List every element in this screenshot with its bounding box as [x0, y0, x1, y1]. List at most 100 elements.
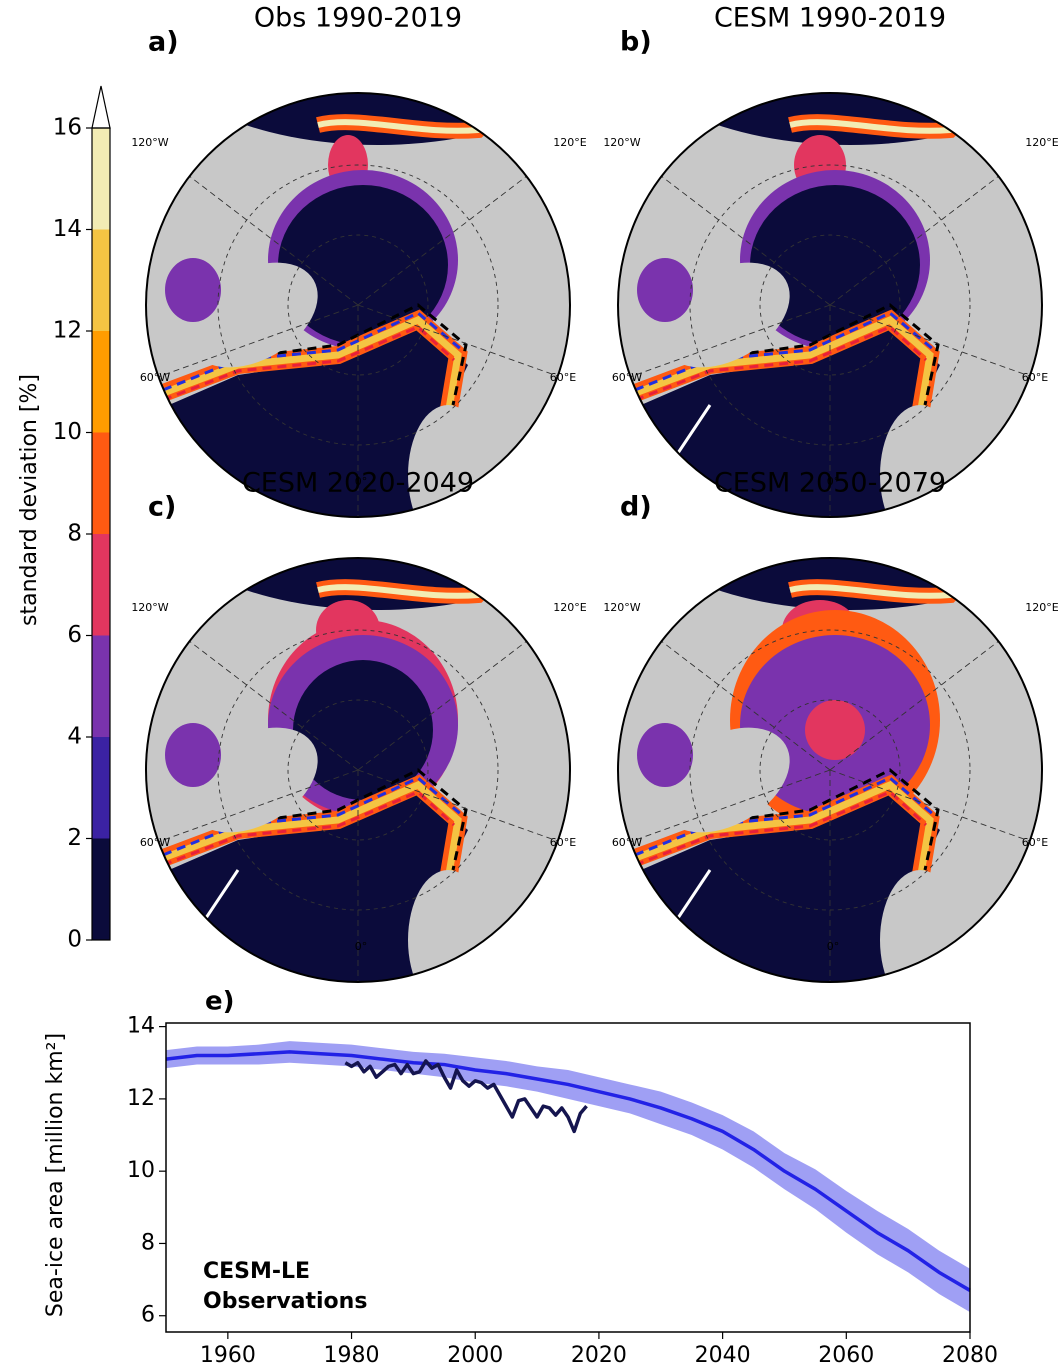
contour-blue	[634, 311, 935, 392]
x-tick-label: 1980	[324, 1343, 380, 1367]
map-title: CESM 2050-2079	[714, 468, 946, 499]
polar-map: Obs 1990-2019 a) 120°W 120°E 60°W 60°E 0°	[131, 3, 587, 518]
map-border	[617, 557, 1043, 983]
polar-map: CESM 1990-2019 b) 120°W 120°E 60°W 60°E 0°	[603, 3, 1059, 518]
longitude-label: 60°W	[140, 371, 170, 384]
y-tick-label: 8	[141, 1230, 155, 1255]
colorbar-band	[92, 128, 110, 230]
contour-red	[162, 325, 456, 402]
x-tick-label: 1960	[200, 1343, 256, 1367]
map-body	[146, 93, 570, 517]
sea-ice-edge	[156, 315, 462, 416]
map-body	[146, 558, 570, 982]
longitude-label: 120°W	[603, 136, 640, 149]
longitude-label: 60°E	[1022, 371, 1048, 384]
contour-black	[247, 768, 468, 871]
longitude-label: 120°W	[131, 136, 168, 149]
ocean	[293, 660, 433, 800]
land	[880, 870, 960, 982]
longitude-label: 60°W	[612, 836, 642, 849]
colorbar-band	[92, 737, 110, 839]
longitude-label: 120°W	[603, 601, 640, 614]
longitude-label: 60°W	[612, 371, 642, 384]
x-tick-label: 2000	[447, 1343, 503, 1367]
colorbar-tick-label: 6	[67, 622, 82, 648]
panel-label: b)	[620, 27, 652, 58]
series-line	[344, 1059, 588, 1134]
polar-map: CESM 2050-2079 d) 120°W 120°E 60°W 60°E 0°	[603, 468, 1059, 983]
contour-red	[634, 325, 928, 402]
y-tick-label: 12	[127, 1086, 155, 1111]
colorbar-tick-label: 0	[67, 927, 82, 953]
graticule	[287, 699, 429, 841]
longitude-label: 120°E	[553, 601, 586, 614]
colorbar-tick-label: 4	[67, 724, 82, 750]
colorbar-band	[92, 432, 110, 534]
colorbar-tick-label: 10	[53, 419, 82, 445]
longitude-label: 120°W	[131, 601, 168, 614]
colorbar-tick-label: 8	[67, 521, 82, 547]
colorbar-label: standard deviation [%]	[17, 374, 42, 626]
longitude-label: 60°E	[550, 371, 576, 384]
x-tick-label: 2080	[942, 1343, 998, 1367]
longitude-label: 0°	[355, 940, 368, 953]
colorbar-tick-label: 16	[53, 115, 82, 141]
legend-label: CESM-LE	[203, 1259, 310, 1284]
sea-ice-edge	[628, 780, 934, 881]
spread-band	[166, 1041, 970, 1313]
ocean	[618, 325, 940, 517]
colorbar-tick-label: 14	[53, 216, 82, 242]
map-border	[145, 92, 571, 518]
ocean	[618, 790, 940, 982]
plot-frame	[165, 1022, 971, 1333]
polar-map: CESM 2020-2049 c) 120°W 120°E 60°W 60°E 0°	[131, 468, 587, 983]
panel-label: d)	[620, 492, 652, 523]
map-body	[618, 558, 1042, 982]
graticule	[759, 699, 901, 841]
variability-zone	[637, 723, 693, 787]
map-title: CESM 2020-2049	[242, 468, 474, 499]
colorbar-tick-label: 12	[53, 318, 82, 344]
longitude-label: 120°E	[1025, 601, 1058, 614]
colorbar-band	[92, 229, 110, 331]
colorbar-extend	[91, 85, 111, 129]
ocean	[750, 185, 920, 345]
colorbar-band	[92, 838, 110, 940]
y-tick-label: 6	[141, 1303, 155, 1328]
panel-label: e)	[205, 987, 235, 1017]
graticule	[287, 234, 429, 376]
longitude-label: 60°E	[1022, 836, 1048, 849]
series-line	[165, 1050, 971, 1292]
legend-label: Observations	[203, 1289, 367, 1314]
map-body	[618, 93, 1042, 517]
colorbar-band	[92, 635, 110, 737]
sea-ice-edge	[628, 315, 934, 416]
map-border	[145, 557, 571, 983]
land	[408, 870, 488, 982]
longitude-label: 120°E	[1025, 136, 1058, 149]
contour-red	[162, 790, 456, 867]
longitude-label: 0°	[355, 475, 368, 488]
variability-zone	[165, 723, 221, 787]
y-tick-label: 14	[127, 1014, 155, 1039]
contour-black	[719, 768, 940, 871]
x-tick-label: 2020	[571, 1343, 627, 1367]
x-tick-label: 2060	[818, 1343, 874, 1367]
graticule	[759, 234, 901, 376]
contour-red	[634, 790, 928, 867]
panel-label: c)	[148, 492, 176, 523]
y-tick-label: 10	[127, 1158, 155, 1183]
contour-blue	[634, 776, 935, 857]
variability-zone	[165, 258, 221, 322]
variability-zone	[637, 258, 693, 322]
colorbar-band	[92, 331, 110, 433]
map-title: Obs 1990-2019	[254, 3, 462, 34]
contour-black	[247, 303, 468, 406]
colorbar-band	[92, 534, 110, 636]
longitude-label: 60°E	[550, 836, 576, 849]
longitude-label: 60°W	[140, 836, 170, 849]
longitude-label: 0°	[827, 475, 840, 488]
ocean	[146, 790, 468, 982]
longitude-label: 0°	[827, 940, 840, 953]
